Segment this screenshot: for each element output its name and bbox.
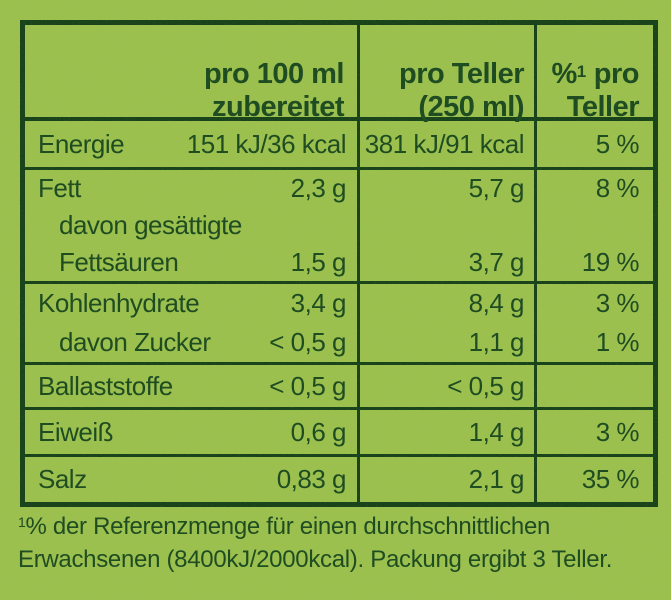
value-percent: 5 % <box>534 121 653 167</box>
value-per-teller: 1,1 g <box>357 323 534 362</box>
value-percent: 3 % <box>534 410 653 454</box>
nutrient-sublabel: Fettsäuren <box>59 247 179 277</box>
table-row: Salz 0,83 g 2,1 g 35 % <box>25 457 653 502</box>
value-per-100ml: 3,4 g <box>290 288 347 318</box>
row-kohlenhydrate: Kohlenhydrate 3,4 g 8,4 g 3 % davon Zuck… <box>25 284 653 365</box>
value-per-teller: 5,7 g <box>357 170 534 207</box>
nutrient-sublabel: davon Zucker <box>59 327 211 357</box>
percent-teller-text: Teller <box>566 91 640 123</box>
table-subrow: davon Zucker < 0,5 g 1,1 g 1 % <box>25 323 653 362</box>
footnote-line1: % der Referenzmenge für einen durchschni… <box>25 513 551 540</box>
value-percent: 1 % <box>534 323 653 362</box>
value-per-100ml: < 0,5 g <box>269 327 346 357</box>
value-percent: 8 % <box>534 170 653 207</box>
nutrient-label: Salz <box>38 464 87 494</box>
table-row: Kohlenhydrate 3,4 g 8,4 g 3 % <box>25 284 653 323</box>
nutrient-sublabel: davon gesättigte <box>59 210 242 240</box>
row-energie: Energie 151 kJ/36 kcal 381 kJ/91 kcal 5 … <box>25 121 653 170</box>
table-header-row: pro 100 ml zubereitet pro Teller (250 ml… <box>25 25 653 157</box>
value-percent: 19 % <box>534 244 653 281</box>
value-percent: 35 % <box>534 457 653 502</box>
row-eiweiss: Eiweiß 0,6 g 1,4 g 3 % <box>25 410 653 457</box>
value-per-teller: 3,7 g <box>357 244 534 281</box>
table-body: Energie 151 kJ/36 kcal 381 kJ/91 kcal 5 … <box>25 121 653 502</box>
footnote-line2: Erwachsenen (8400kJ/2000kcal). Packung e… <box>18 546 613 573</box>
row-salz: Salz 0,83 g 2,1 g 35 % <box>25 457 653 502</box>
value-per-100ml: < 0,5 g <box>269 370 346 401</box>
table-row: Ballaststoffe < 0,5 g < 0,5 g <box>25 365 653 407</box>
value-percent: 3 % <box>534 284 653 323</box>
table-subrow: Fettsäuren 1,5 g 3,7 g 19 % <box>25 244 653 281</box>
row-ballaststoffe: Ballaststoffe < 0,5 g < 0,5 g <box>25 365 653 410</box>
value-per-teller: 1,4 g <box>357 410 534 454</box>
value-per-teller: 8,4 g <box>357 284 534 323</box>
value-per-100ml: 1,5 g <box>290 247 347 277</box>
value-per-100ml: 0,83 g <box>276 464 347 494</box>
value-percent <box>534 365 653 407</box>
value-per-100ml: 2,3 g <box>290 173 347 203</box>
percent-pro-text: pro <box>586 58 640 90</box>
row-fett: Fett 2,3 g 5,7 g 8 % davon gesättigte <box>25 170 653 284</box>
footnote-marker: 1 <box>18 514 26 530</box>
nutrition-table: pro 100 ml zubereitet pro Teller (250 ml… <box>20 20 658 507</box>
table-row: Energie 151 kJ/36 kcal 381 kJ/91 kcal 5 … <box>25 121 653 167</box>
nutrient-label: Eiweiß <box>38 416 114 447</box>
nutrient-label: Kohlenhydrate <box>38 288 200 318</box>
nutrient-label: Ballaststoffe <box>38 370 173 401</box>
value-per-teller: < 0,5 g <box>357 365 534 407</box>
nutrient-label: Fett <box>38 173 81 203</box>
table-row: Eiweiß 0,6 g 1,4 g 3 % <box>25 410 653 454</box>
footnote-marker: 1 <box>576 62 587 81</box>
value-per-100ml: 0,6 g <box>290 416 347 447</box>
percent-sign: % <box>551 58 577 90</box>
reference-footnote: 1% der Referenzmenge für einen durchschn… <box>18 510 666 576</box>
value-per-teller: 2,1 g <box>357 457 534 502</box>
value-per-teller: 381 kJ/91 kcal <box>357 121 534 167</box>
table-header: pro 100 ml zubereitet pro Teller (250 ml… <box>25 25 653 157</box>
nutrient-label: Energie <box>38 128 125 159</box>
value-per-100ml: 151 kJ/36 kcal <box>186 128 347 159</box>
table-row: Fett 2,3 g 5,7 g 8 % <box>25 170 653 207</box>
table-subrow: davon gesättigte <box>25 207 653 244</box>
